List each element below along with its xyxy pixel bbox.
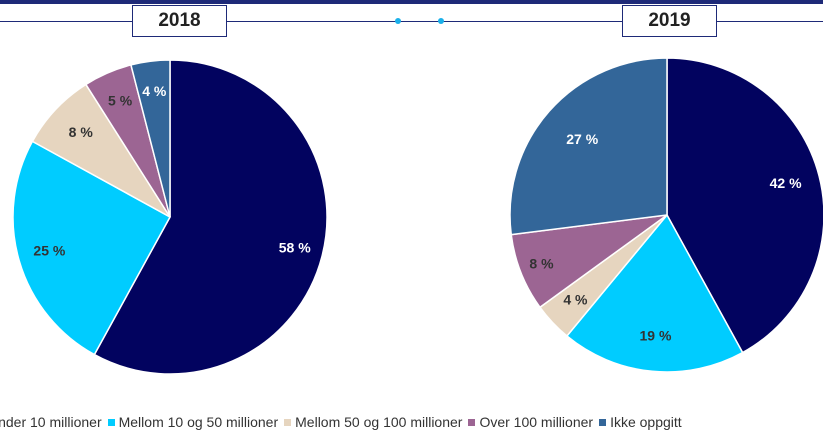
- legend-label: Ikke oppgitt: [610, 414, 682, 430]
- header-rule-left: [0, 21, 132, 22]
- chart-title-2018: 2018: [132, 5, 227, 37]
- legend-item-ikke-oppgitt: Ikke oppgitt: [598, 414, 682, 430]
- top-frame-bar: [0, 0, 823, 4]
- header-dot-left: [395, 18, 401, 24]
- pie-2018-slice-ikke-oppgitt: [130, 59, 171, 218]
- pie-2019-slice-ikke-oppgitt: [509, 57, 668, 236]
- pie-2018-label-under-10: 58 %: [279, 240, 311, 256]
- legend-item-under-10: Under 10 millioner: [0, 414, 102, 430]
- pie-2019-slice-under-10: [666, 57, 823, 354]
- header-rule-right: [717, 21, 823, 22]
- pie-2018-label-mellom-10-50: 25 %: [33, 243, 65, 259]
- pie-2019-label-under-10: 42 %: [770, 175, 802, 191]
- header-rule-middle: [227, 21, 622, 22]
- legend-item-mellom-50-100: Mellom 50 og 100 millioner: [283, 414, 462, 430]
- pie-2018-label-mellom-50-100: 8 %: [69, 124, 94, 140]
- legend-item-mellom-10-50: Mellom 10 og 50 millioner: [106, 414, 279, 430]
- header-dot-right: [438, 18, 444, 24]
- pie-2018-label-over-100: 5 %: [108, 92, 133, 108]
- legend-swatch: [467, 417, 477, 427]
- pie-2019-label-mellom-10-50: 19 %: [640, 328, 672, 344]
- pie-2018-label-ikke-oppgitt: 4 %: [142, 83, 167, 99]
- legend-label: Mellom 10 og 50 millioner: [118, 414, 279, 430]
- pie-2019-label-ikke-oppgitt: 27 %: [566, 131, 598, 147]
- pie-2018-slice-mellom-10-50: [12, 140, 172, 356]
- pie-2019-slice-mellom-10-50: [565, 213, 744, 373]
- legend-swatch: [598, 417, 608, 427]
- legend-swatch: [283, 417, 293, 427]
- pie-2019-label-over-100: 8 %: [529, 255, 554, 271]
- legend-label: Mellom 50 og 100 millioner: [295, 414, 463, 430]
- legend-swatch: [106, 417, 116, 427]
- pie-2019-label-mellom-50-100: 4 %: [563, 292, 588, 308]
- legend-label: Over 100 millioner: [479, 414, 594, 430]
- chart-title-2019: 2019: [622, 5, 717, 37]
- legend-item-over-100: Over 100 millioner: [467, 414, 593, 430]
- legend-label: Under 10 millioner: [0, 414, 102, 430]
- pie-2018-slice-under-10: [93, 59, 328, 375]
- legend: Under 10 millioner Mellom 10 og 50 millio…: [0, 414, 823, 432]
